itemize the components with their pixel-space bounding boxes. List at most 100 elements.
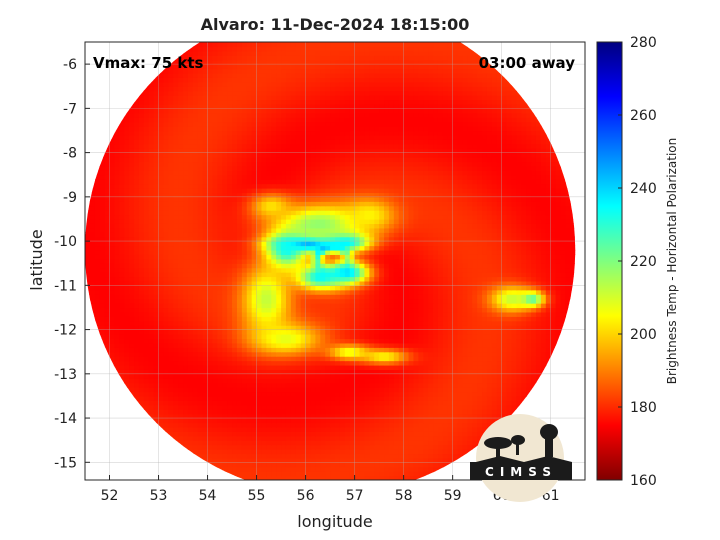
heatmap-cell [447,449,454,455]
heatmap-cell [295,426,302,432]
heatmap-cell [134,360,140,366]
heatmap-cell [452,391,459,397]
heatmap-cell [271,298,277,304]
heatmap-cell [359,453,366,459]
heatmap-cell [320,356,326,362]
heatmap-cell [477,267,483,273]
heatmap-cell [408,449,415,455]
heatmap-cell [227,285,233,291]
heatmap-cell [187,263,194,269]
heatmap-cell [310,475,316,480]
heatmap-cell [560,311,566,317]
heatmap-cell [447,303,454,309]
heatmap-cell [359,280,366,286]
heatmap-cell [266,387,272,393]
heatmap-cell [217,462,223,468]
heatmap-cell [413,435,419,441]
heatmap-cell [168,329,174,335]
heatmap-cell [143,311,150,317]
heatmap-cell [550,276,557,282]
heatmap-cell [413,351,419,357]
heatmap-cell [187,360,194,366]
heatmap-cell [271,303,277,309]
heatmap-cell [384,294,390,300]
heatmap-cell [344,453,351,459]
heatmap-cell [388,303,395,309]
heatmap-cell [447,426,454,432]
heatmap-cell [388,435,395,441]
heatmap-cell [437,364,444,370]
heatmap-cell [369,413,375,419]
heatmap-cell [178,342,184,348]
heatmap-cell [433,285,439,291]
heatmap-cell [232,347,238,353]
heatmap-cell [330,272,336,278]
heatmap-cell [148,360,155,366]
heatmap-cell [477,276,483,282]
heatmap-cell [418,272,424,278]
heatmap-cell [285,325,292,331]
heatmap-cell [398,440,405,446]
heatmap-cell [545,285,552,291]
heatmap-cell [403,413,410,419]
heatmap-cell [266,294,272,300]
heatmap-cell [246,356,253,362]
heatmap-cell [491,378,498,384]
heatmap-cell [335,325,341,331]
heatmap-cell [516,316,522,322]
heatmap-cell [501,272,508,278]
heatmap-cell [330,462,336,468]
heatmap-cell [433,342,439,348]
heatmap-cell [428,263,434,269]
heatmap-cell [540,267,547,273]
heatmap-cell [423,325,429,331]
heatmap-cell [413,285,419,291]
heatmap-cell [398,285,405,291]
heatmap-cell [413,444,419,450]
heatmap-cell [305,289,312,295]
heatmap-cell [423,351,429,357]
heatmap-cell [330,391,336,397]
heatmap-cell [261,382,267,388]
heatmap-cell [428,294,434,300]
heatmap-cell [433,280,439,286]
heatmap-cell [197,285,204,291]
heatmap-cell [491,382,498,388]
heatmap-cell [408,289,415,295]
heatmap-cell [310,289,316,295]
heatmap-cell [354,431,361,437]
heatmap-cell [442,342,449,348]
heatmap-cell [305,307,312,313]
heatmap-cell [442,267,449,273]
heatmap-cell [437,307,444,313]
heatmap-cell [163,280,169,286]
heatmap-cell [364,298,370,304]
heatmap-cell [501,413,508,419]
heatmap-cell [276,466,282,472]
heatmap-cell [202,320,209,326]
heatmap-cell [413,364,419,370]
heatmap-cell [295,431,302,437]
heatmap-cell [305,453,312,459]
heatmap-cell [178,289,184,295]
heatmap-cell [276,347,282,353]
heatmap-cell [388,338,395,344]
heatmap-cell [163,413,169,419]
heatmap-cell [349,320,356,326]
heatmap-cell [281,351,287,357]
heatmap-cell [535,329,542,335]
heatmap-cell [374,435,380,441]
heatmap-cell [496,263,503,269]
heatmap-cell [173,316,179,322]
heatmap-cell [369,440,375,446]
heatmap-cell [266,356,272,362]
heatmap-cell [320,311,326,317]
heatmap-cell [241,431,248,437]
heatmap-cell [232,342,238,348]
heatmap-cell [134,298,140,304]
heatmap-cell [437,289,444,295]
heatmap-cell [310,449,316,455]
heatmap-cell [506,409,513,415]
heatmap-cell [374,338,380,344]
heatmap-cell [256,342,263,348]
